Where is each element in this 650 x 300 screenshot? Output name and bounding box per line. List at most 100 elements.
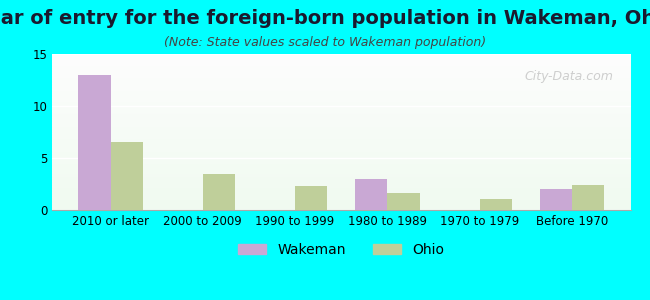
- Bar: [52, 65, 630, 67]
- Bar: [111, 142, 143, 210]
- Bar: [52, 107, 630, 109]
- Bar: [52, 190, 630, 191]
- Bar: [52, 204, 630, 205]
- Bar: [480, 199, 512, 210]
- Bar: [52, 182, 630, 184]
- Bar: [52, 207, 630, 208]
- Bar: [52, 93, 630, 94]
- Bar: [52, 180, 630, 182]
- Bar: [52, 166, 630, 168]
- Bar: [52, 146, 630, 148]
- Bar: [52, 63, 630, 65]
- Bar: [52, 84, 630, 85]
- Bar: [52, 149, 630, 151]
- Bar: [52, 165, 630, 166]
- Bar: [572, 185, 604, 210]
- Bar: [52, 124, 630, 126]
- Bar: [52, 115, 630, 116]
- Bar: [295, 186, 328, 210]
- Bar: [52, 70, 630, 71]
- Bar: [52, 177, 630, 179]
- Bar: [52, 127, 630, 129]
- Bar: [52, 174, 630, 176]
- Bar: [52, 155, 630, 157]
- Bar: [52, 163, 630, 165]
- Bar: [52, 152, 630, 154]
- Bar: [52, 59, 630, 60]
- Bar: [52, 82, 630, 84]
- Legend: Wakeman, Ohio: Wakeman, Ohio: [233, 237, 450, 262]
- Bar: [52, 56, 630, 57]
- Bar: [52, 68, 630, 70]
- Bar: [52, 113, 630, 115]
- Bar: [52, 172, 630, 174]
- Bar: [52, 140, 630, 141]
- Bar: [52, 112, 630, 113]
- Bar: [52, 162, 630, 163]
- Bar: [52, 60, 630, 62]
- Bar: [540, 189, 572, 210]
- Bar: [52, 137, 630, 138]
- Bar: [52, 168, 630, 170]
- Bar: [52, 191, 630, 193]
- Bar: [52, 143, 630, 145]
- Bar: [52, 62, 630, 63]
- Bar: [52, 171, 630, 172]
- Bar: [52, 187, 630, 188]
- Bar: [52, 130, 630, 132]
- Bar: [52, 106, 630, 107]
- Bar: [52, 158, 630, 160]
- Text: Year of entry for the foreign-born population in Wakeman, Ohio: Year of entry for the foreign-born popul…: [0, 9, 650, 28]
- Bar: [52, 123, 630, 124]
- Bar: [52, 71, 630, 73]
- Bar: [52, 79, 630, 80]
- Bar: [52, 188, 630, 190]
- Bar: [52, 99, 630, 101]
- Bar: [52, 208, 630, 210]
- Bar: [52, 94, 630, 96]
- Bar: [52, 77, 630, 79]
- Bar: [52, 67, 630, 68]
- Bar: [52, 169, 630, 171]
- Bar: [52, 90, 630, 92]
- Bar: [52, 132, 630, 134]
- Bar: [52, 129, 630, 130]
- Bar: [52, 201, 630, 202]
- Bar: [52, 74, 630, 76]
- Bar: [52, 141, 630, 143]
- Bar: [52, 80, 630, 82]
- Bar: [52, 135, 630, 137]
- Bar: [52, 102, 630, 104]
- Text: (Note: State values scaled to Wakeman population): (Note: State values scaled to Wakeman po…: [164, 36, 486, 49]
- Bar: [52, 160, 630, 162]
- Bar: [52, 76, 630, 77]
- Bar: [52, 73, 630, 74]
- Bar: [52, 110, 630, 112]
- Bar: [78, 75, 111, 210]
- Bar: [52, 119, 630, 121]
- Bar: [52, 88, 630, 90]
- Text: City-Data.com: City-Data.com: [525, 70, 613, 83]
- Bar: [52, 148, 630, 149]
- Bar: [387, 194, 420, 210]
- Bar: [52, 157, 630, 158]
- Bar: [52, 194, 630, 196]
- Bar: [52, 197, 630, 199]
- Bar: [52, 92, 630, 93]
- Bar: [52, 121, 630, 123]
- Bar: [355, 179, 387, 210]
- Bar: [52, 109, 630, 110]
- Bar: [52, 196, 630, 197]
- Bar: [52, 118, 630, 119]
- Bar: [52, 134, 630, 135]
- Bar: [52, 54, 630, 56]
- Bar: [52, 116, 630, 118]
- Bar: [52, 138, 630, 140]
- Bar: [52, 57, 630, 59]
- Bar: [52, 154, 630, 155]
- Bar: [52, 85, 630, 87]
- Bar: [52, 199, 630, 201]
- Bar: [52, 193, 630, 194]
- Bar: [52, 202, 630, 204]
- Bar: [52, 96, 630, 98]
